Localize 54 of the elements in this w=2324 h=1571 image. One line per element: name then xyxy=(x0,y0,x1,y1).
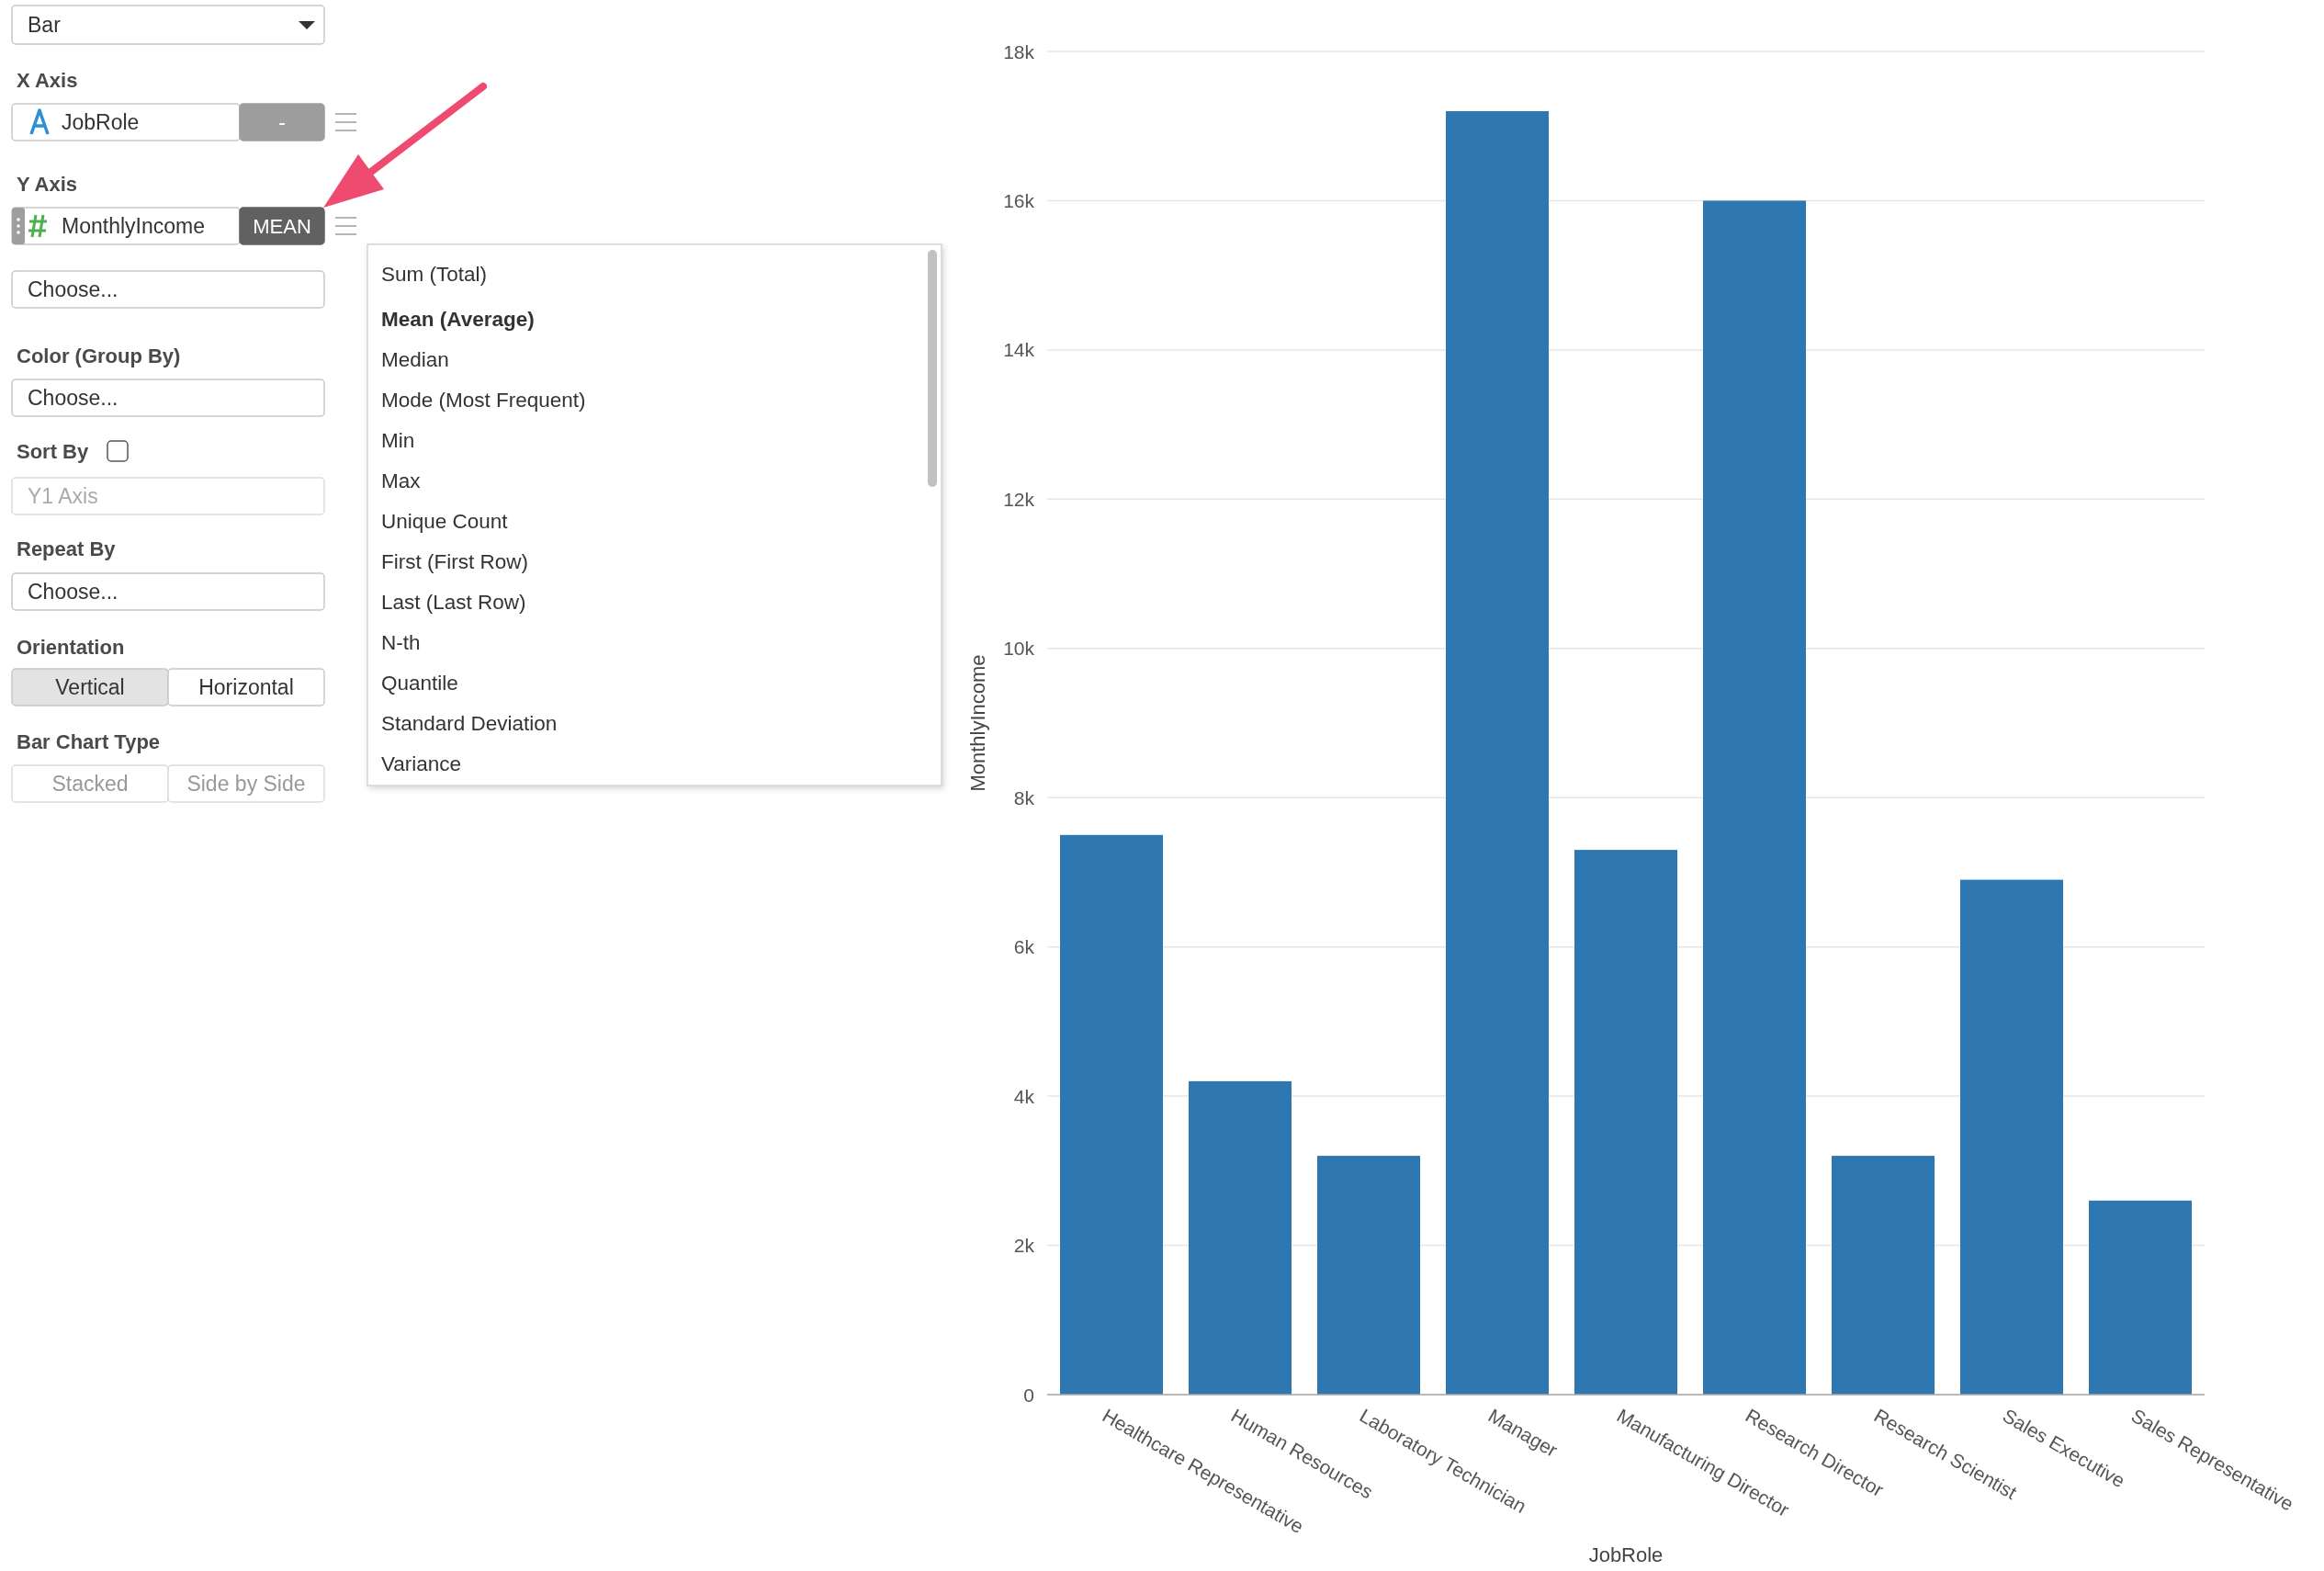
y-tick-label: 6k xyxy=(1013,936,1035,958)
text: Choose... xyxy=(28,580,118,604)
text: Quantile xyxy=(381,671,458,695)
bar xyxy=(1446,110,1549,1395)
text: Color (Group By) xyxy=(17,344,181,367)
text: First (First Row) xyxy=(381,549,528,573)
y-tick-label: 16k xyxy=(1003,189,1035,211)
text: Choose... xyxy=(28,277,118,301)
y-tick-label: 8k xyxy=(1013,786,1035,808)
text: Repeat By xyxy=(17,537,117,560)
y-axis-title: MonthlyIncome xyxy=(965,654,989,792)
y-tick-label: 0 xyxy=(1023,1384,1034,1406)
text: Choose... xyxy=(28,386,118,410)
text: Stacked xyxy=(51,772,129,796)
bar xyxy=(1960,879,2063,1395)
text: Y1 Axis xyxy=(28,484,98,508)
text: Vertical xyxy=(55,675,125,699)
y-tick-label: 10k xyxy=(1003,638,1035,660)
text: Side by Side xyxy=(186,772,306,796)
bar xyxy=(1189,1080,1292,1395)
y-tick-label: 12k xyxy=(1003,488,1035,510)
x-axis-title: JobRole xyxy=(1588,1543,1664,1566)
text: Mean (Average) xyxy=(381,307,535,331)
y-tick-label: 18k xyxy=(1003,40,1035,62)
text: Bar Chart Type xyxy=(17,729,161,753)
text: Unique Count xyxy=(381,509,509,533)
text: JobRole xyxy=(62,110,140,134)
bar xyxy=(1703,200,1806,1395)
text: Max xyxy=(381,469,422,492)
text: Mode (Most Frequent) xyxy=(381,388,586,412)
text: Variance xyxy=(381,752,462,775)
bar xyxy=(1060,834,1163,1395)
y-tick-label: 14k xyxy=(1003,339,1035,361)
bar xyxy=(1317,1156,1420,1395)
text: Horizontal xyxy=(198,675,294,699)
bar xyxy=(2089,1200,2192,1395)
text: MEAN xyxy=(253,214,311,238)
text: - xyxy=(278,110,286,134)
y-tick-label: 2k xyxy=(1013,1235,1035,1257)
bar xyxy=(1574,850,1677,1395)
bar xyxy=(1832,1156,1935,1395)
text: Sum (Total) xyxy=(381,262,488,286)
text: Min xyxy=(381,428,415,452)
text: Standard Deviation xyxy=(381,711,558,735)
text: N-th xyxy=(381,630,421,654)
text: Orientation xyxy=(17,635,125,659)
text: MonthlyIncome xyxy=(62,214,205,238)
y-tick-label: 4k xyxy=(1013,1085,1035,1107)
text: Y Axis xyxy=(17,172,78,196)
text: X Axis xyxy=(17,68,78,92)
text: Sort By xyxy=(17,439,89,463)
text: Last (Last Row) xyxy=(381,590,526,614)
text: Median xyxy=(381,347,449,371)
text: Bar xyxy=(28,13,62,37)
